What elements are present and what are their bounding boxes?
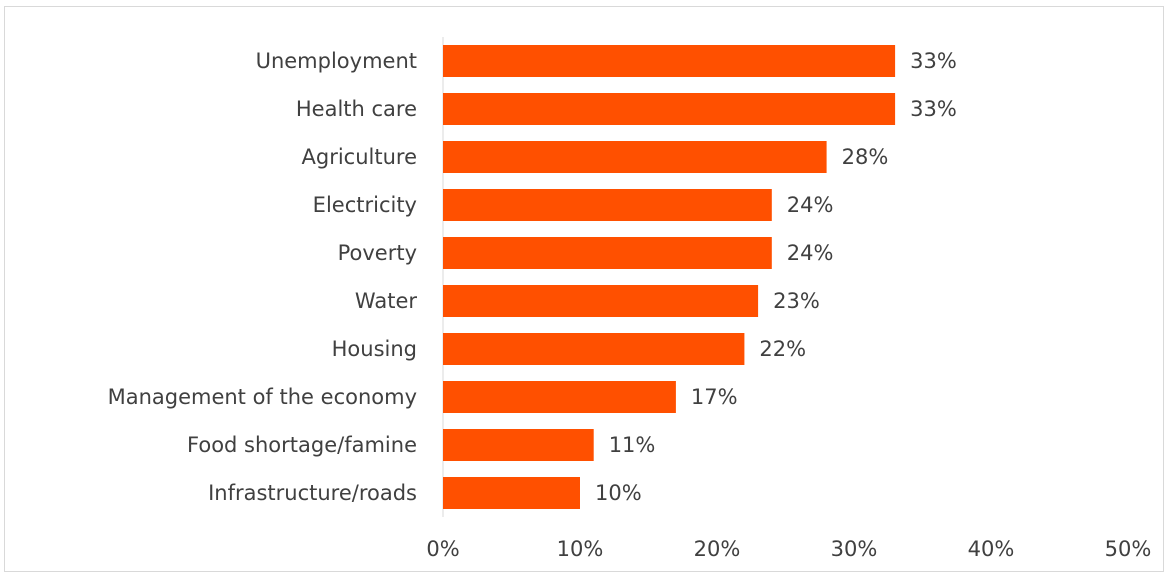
data-label: 22% [759, 337, 806, 361]
x-tick-label: 20% [694, 537, 741, 561]
category-labels: Unemployment Health care Agriculture Electr… [108, 49, 418, 505]
bar [443, 45, 896, 77]
bar [443, 189, 772, 221]
category-label: Health care [296, 97, 417, 121]
category-label: Water [355, 289, 417, 313]
bar [443, 477, 580, 509]
x-axis-ticks: 0% 10% 20% 30% 40% 50% [426, 537, 1151, 561]
data-label: 33% [910, 49, 957, 73]
x-tick-label: 40% [968, 537, 1015, 561]
bar [443, 429, 594, 461]
data-label: 24% [787, 193, 834, 217]
category-label: Housing [332, 337, 417, 361]
data-label: 33% [910, 97, 957, 121]
bar [443, 237, 772, 269]
bar [443, 333, 745, 365]
data-label: 28% [842, 145, 889, 169]
category-label: Poverty [338, 241, 417, 265]
data-label: 23% [773, 289, 820, 313]
data-label: 17% [691, 385, 738, 409]
category-label: Electricity [313, 193, 417, 217]
bar [443, 93, 896, 125]
category-label: Unemployment [256, 49, 417, 73]
data-label: 11% [609, 433, 656, 457]
x-tick-label: 50% [1105, 537, 1152, 561]
bars [443, 45, 896, 509]
x-tick-label: 30% [831, 537, 878, 561]
category-label: Management of the economy [108, 385, 417, 409]
bar [443, 285, 759, 317]
data-label: 10% [595, 481, 642, 505]
category-label: Food shortage/famine [187, 433, 417, 457]
category-label: Agriculture [302, 145, 418, 169]
bar [443, 381, 676, 413]
data-label: 24% [787, 241, 834, 265]
data-labels: 33% 33% 28% 24% 24% 23% 22% 17% 11% 10% [595, 49, 957, 505]
x-tick-label: 0% [426, 537, 459, 561]
category-label: Infrastructure/roads [208, 481, 417, 505]
bar [443, 141, 827, 173]
x-tick-label: 10% [557, 537, 604, 561]
